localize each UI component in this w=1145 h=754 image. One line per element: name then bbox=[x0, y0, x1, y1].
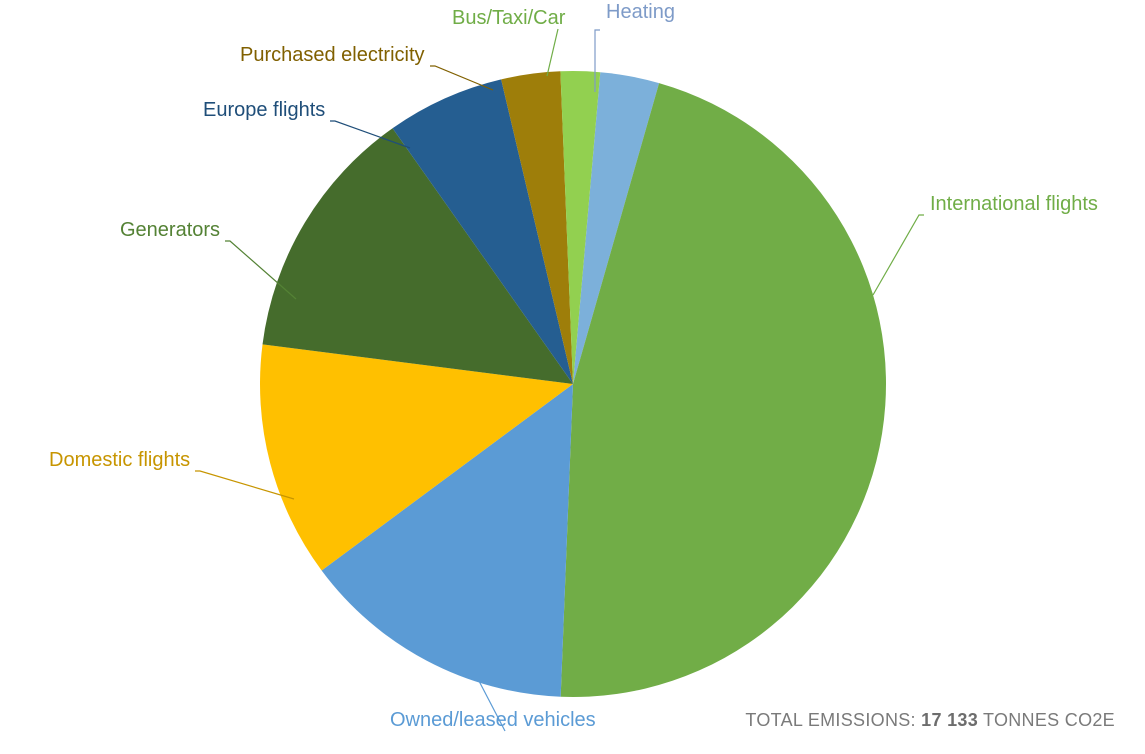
slice-label: Domestic flights bbox=[49, 449, 190, 472]
slice-label: Heating bbox=[606, 1, 675, 24]
leader-line bbox=[430, 66, 493, 90]
pie-chart-container: Heating International flights Owned/leased… bbox=[0, 0, 1145, 749]
total-emissions-footer: TOTAL EMISSIONS: 17 133 TONNES CO2E bbox=[745, 710, 1115, 731]
footer-prefix: TOTAL EMISSIONS: bbox=[745, 710, 921, 730]
pie-chart-svg bbox=[0, 0, 1145, 749]
slice-label: Generators bbox=[120, 219, 220, 242]
slice-label: International flights bbox=[930, 193, 1098, 216]
slice-label: Europe flights bbox=[203, 99, 325, 122]
leader-line bbox=[547, 29, 558, 76]
footer-suffix: TONNES CO2E bbox=[978, 710, 1115, 730]
leader-line bbox=[873, 215, 924, 295]
footer-value: 17 133 bbox=[921, 710, 978, 730]
slice-label: Bus/Taxi/Car bbox=[452, 7, 565, 30]
slice-label: Purchased electricity bbox=[240, 44, 425, 67]
slice-label: Owned/leased vehicles bbox=[390, 709, 596, 732]
